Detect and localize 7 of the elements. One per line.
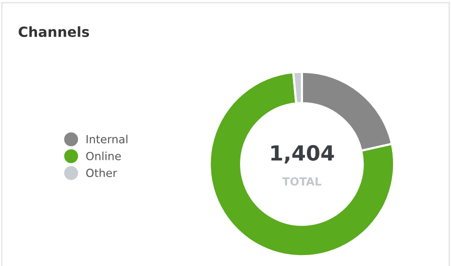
text: TOTAL xyxy=(282,177,322,186)
donut-slice xyxy=(208,71,396,258)
legend-label: Online xyxy=(86,152,121,160)
legend-label: Other xyxy=(86,168,118,178)
legend-label: Internal xyxy=(86,134,128,144)
chart-title: Channels xyxy=(18,26,90,38)
text: 1,404 xyxy=(271,145,334,164)
